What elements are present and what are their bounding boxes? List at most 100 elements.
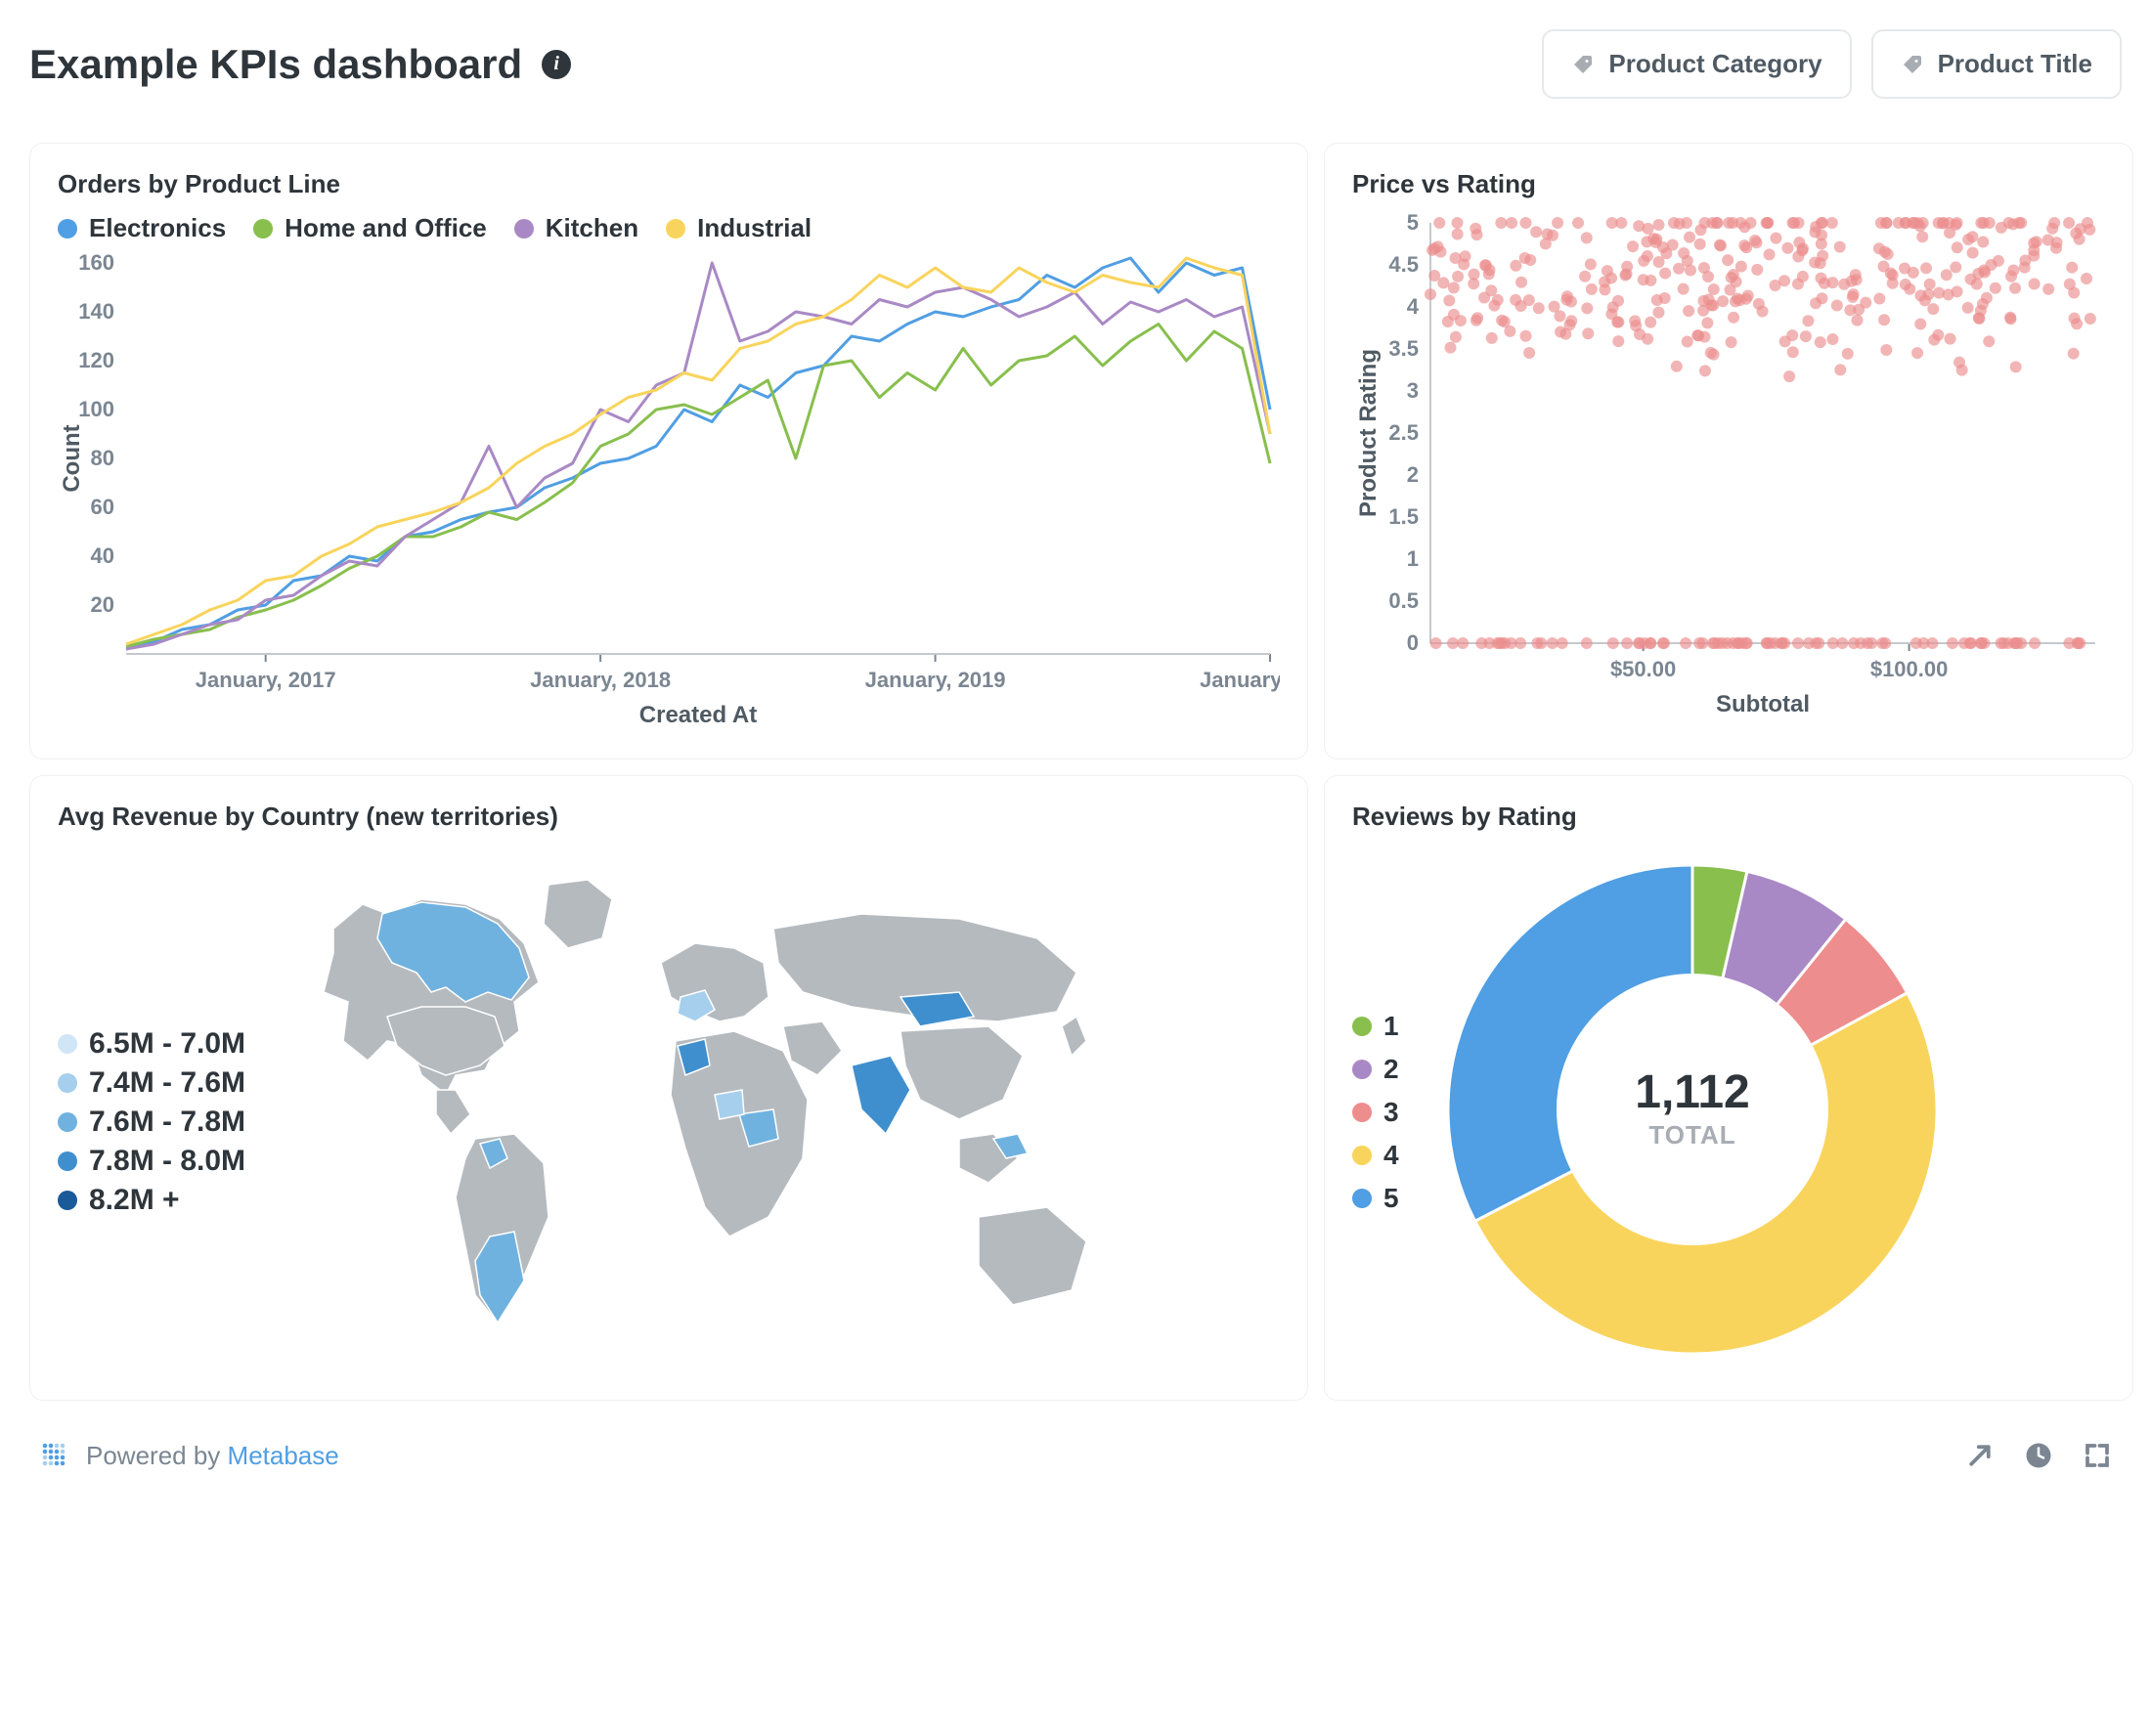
- legend-label: Home and Office: [285, 213, 487, 243]
- scatter-svg: 00.511.522.533.544.55$50.00$100.00Subtot…: [1352, 213, 2105, 721]
- legend-item[interactable]: Home and Office: [253, 213, 487, 243]
- legend-item[interactable]: Kitchen: [514, 213, 638, 243]
- legend-swatch: [58, 1112, 77, 1132]
- legend-item[interactable]: Industrial: [666, 213, 812, 243]
- svg-text:Count: Count: [59, 424, 85, 492]
- svg-text:January, 2018: January, 2018: [530, 668, 671, 692]
- legend-label: 2: [1383, 1054, 1399, 1085]
- svg-text:1.5: 1.5: [1388, 504, 1419, 529]
- legend-swatch: [58, 1191, 77, 1210]
- svg-text:3.5: 3.5: [1388, 336, 1419, 361]
- svg-text:January, 2019: January, 2019: [865, 668, 1006, 692]
- legend-label: 4: [1383, 1140, 1399, 1171]
- legend-item[interactable]: 4: [1352, 1140, 1399, 1171]
- tag-icon: [1901, 53, 1924, 76]
- card-title: Orders by Product Line: [58, 169, 1280, 199]
- legend-label: Kitchen: [546, 213, 638, 243]
- svg-text:4: 4: [1407, 294, 1420, 319]
- scatter-chart[interactable]: 00.511.522.533.544.55$50.00$100.00Subtot…: [1352, 213, 2105, 726]
- legend-swatch: [58, 219, 77, 239]
- donut-wrap: 1 2 3 4 5 1,112TOTAL: [1352, 846, 2105, 1378]
- donut-chart[interactable]: 1,112TOTAL: [1428, 846, 1956, 1378]
- card-avg-revenue-by-country: Avg Revenue by Country (new territories)…: [29, 775, 1308, 1401]
- legend-swatch: [1352, 1189, 1372, 1208]
- svg-text:120: 120: [78, 348, 114, 372]
- legend-label: 5: [1383, 1183, 1399, 1214]
- footer-actions: [1965, 1441, 2112, 1470]
- svg-text:5: 5: [1407, 213, 1419, 235]
- svg-text:20: 20: [91, 592, 114, 617]
- powered-text: Powered by Metabase: [86, 1441, 339, 1471]
- legend-label: 7.6M - 7.8M: [89, 1106, 245, 1139]
- open-external-icon[interactable]: [1965, 1441, 1995, 1470]
- legend-item: 6.5M - 7.0M: [58, 1027, 245, 1061]
- page-title: Example KPIs dashboard: [29, 41, 522, 88]
- legend-label: 7.4M - 7.6M: [89, 1066, 245, 1100]
- card-price-vs-rating: Price vs Rating 00.511.522.533.544.55$50…: [1324, 143, 2133, 760]
- footer: Powered by Metabase: [29, 1401, 2122, 1481]
- svg-text:80: 80: [91, 446, 114, 470]
- card-title: Reviews by Rating: [1352, 802, 2105, 832]
- svg-text:100: 100: [78, 397, 114, 421]
- legend-item[interactable]: 5: [1352, 1183, 1399, 1214]
- legend-swatch: [514, 219, 534, 239]
- legend-label: Industrial: [697, 213, 812, 243]
- svg-text:0.5: 0.5: [1388, 588, 1419, 613]
- svg-text:Created At: Created At: [639, 702, 757, 728]
- card-title: Avg Revenue by Country (new territories): [58, 802, 1280, 832]
- legend-label: Electronics: [89, 213, 226, 243]
- info-icon[interactable]: i: [542, 50, 571, 79]
- orders-chart[interactable]: 20 40 60 80 100 120 140 160 January, 2017 January…: [58, 253, 1280, 737]
- svg-text:40: 40: [91, 543, 114, 568]
- filter-label: Product Category: [1608, 49, 1822, 79]
- svg-text:4.5: 4.5: [1388, 252, 1419, 277]
- auto-refresh-icon[interactable]: [2024, 1441, 2053, 1470]
- legend-label: 8.2M +: [89, 1184, 180, 1217]
- svg-text:60: 60: [91, 495, 114, 519]
- header-filters: Product Category Product Title: [1542, 29, 2122, 99]
- legend-label: 3: [1383, 1097, 1399, 1128]
- orders-svg: 20 40 60 80 100 120 140 160 January, 2017 January…: [58, 253, 1280, 732]
- legend-item[interactable]: Electronics: [58, 213, 226, 243]
- svg-text:3: 3: [1407, 378, 1419, 403]
- donut-svg: 1,112TOTAL: [1428, 846, 1956, 1373]
- card-reviews-by-rating: Reviews by Rating 1 2 3 4 5 1,112TOTAL: [1324, 775, 2133, 1401]
- legend-swatch: [253, 219, 273, 239]
- metabase-link[interactable]: Metabase: [228, 1441, 339, 1470]
- map-svg: [275, 846, 1125, 1364]
- legend-swatch: [666, 219, 685, 239]
- svg-text:January, 2017: January, 2017: [196, 668, 336, 692]
- card-orders-by-product-line: Orders by Product Line Electronics Home a…: [29, 143, 1308, 760]
- svg-text:Subtotal: Subtotal: [1716, 691, 1810, 717]
- svg-text:160: 160: [78, 253, 114, 275]
- svg-text:140: 140: [78, 299, 114, 324]
- dashboard-grid: Orders by Product Line Electronics Home a…: [29, 143, 2122, 1401]
- map-legend: 6.5M - 7.0M 7.4M - 7.6M 7.6M - 7.8M 7.8M - …: [58, 1027, 245, 1217]
- dashboard-header: Example KPIs dashboard i Product Categor…: [29, 29, 2122, 99]
- svg-text:1: 1: [1407, 546, 1419, 571]
- map-chart[interactable]: [275, 846, 1125, 1368]
- legend-item[interactable]: 1: [1352, 1011, 1399, 1042]
- filter-label: Product Title: [1938, 49, 2092, 79]
- legend-item[interactable]: 2: [1352, 1054, 1399, 1085]
- legend-swatch: [1352, 1017, 1372, 1036]
- svg-text:$50.00: $50.00: [1610, 657, 1676, 681]
- metabase-logo-icon: [39, 1440, 70, 1471]
- legend-swatch: [1352, 1103, 1372, 1122]
- map-row: 6.5M - 7.0M 7.4M - 7.6M 7.6M - 7.8M 7.8M - …: [58, 846, 1280, 1368]
- legend-label: 7.8M - 8.0M: [89, 1145, 245, 1178]
- filter-product-category[interactable]: Product Category: [1542, 29, 1851, 99]
- filter-product-title[interactable]: Product Title: [1871, 29, 2122, 99]
- svg-text:TOTAL: TOTAL: [1648, 1120, 1735, 1150]
- legend-swatch: [58, 1073, 77, 1093]
- legend-item: 7.8M - 8.0M: [58, 1145, 245, 1178]
- legend-item[interactable]: 3: [1352, 1097, 1399, 1128]
- legend-swatch: [1352, 1060, 1372, 1079]
- footer-powered-by: Powered by Metabase: [39, 1440, 339, 1471]
- legend-swatch: [58, 1034, 77, 1054]
- tag-icon: [1571, 53, 1595, 76]
- fullscreen-icon[interactable]: [2083, 1441, 2112, 1470]
- svg-text:1,112: 1,112: [1635, 1066, 1749, 1118]
- header-left: Example KPIs dashboard i: [29, 41, 571, 88]
- card-title: Price vs Rating: [1352, 169, 2105, 199]
